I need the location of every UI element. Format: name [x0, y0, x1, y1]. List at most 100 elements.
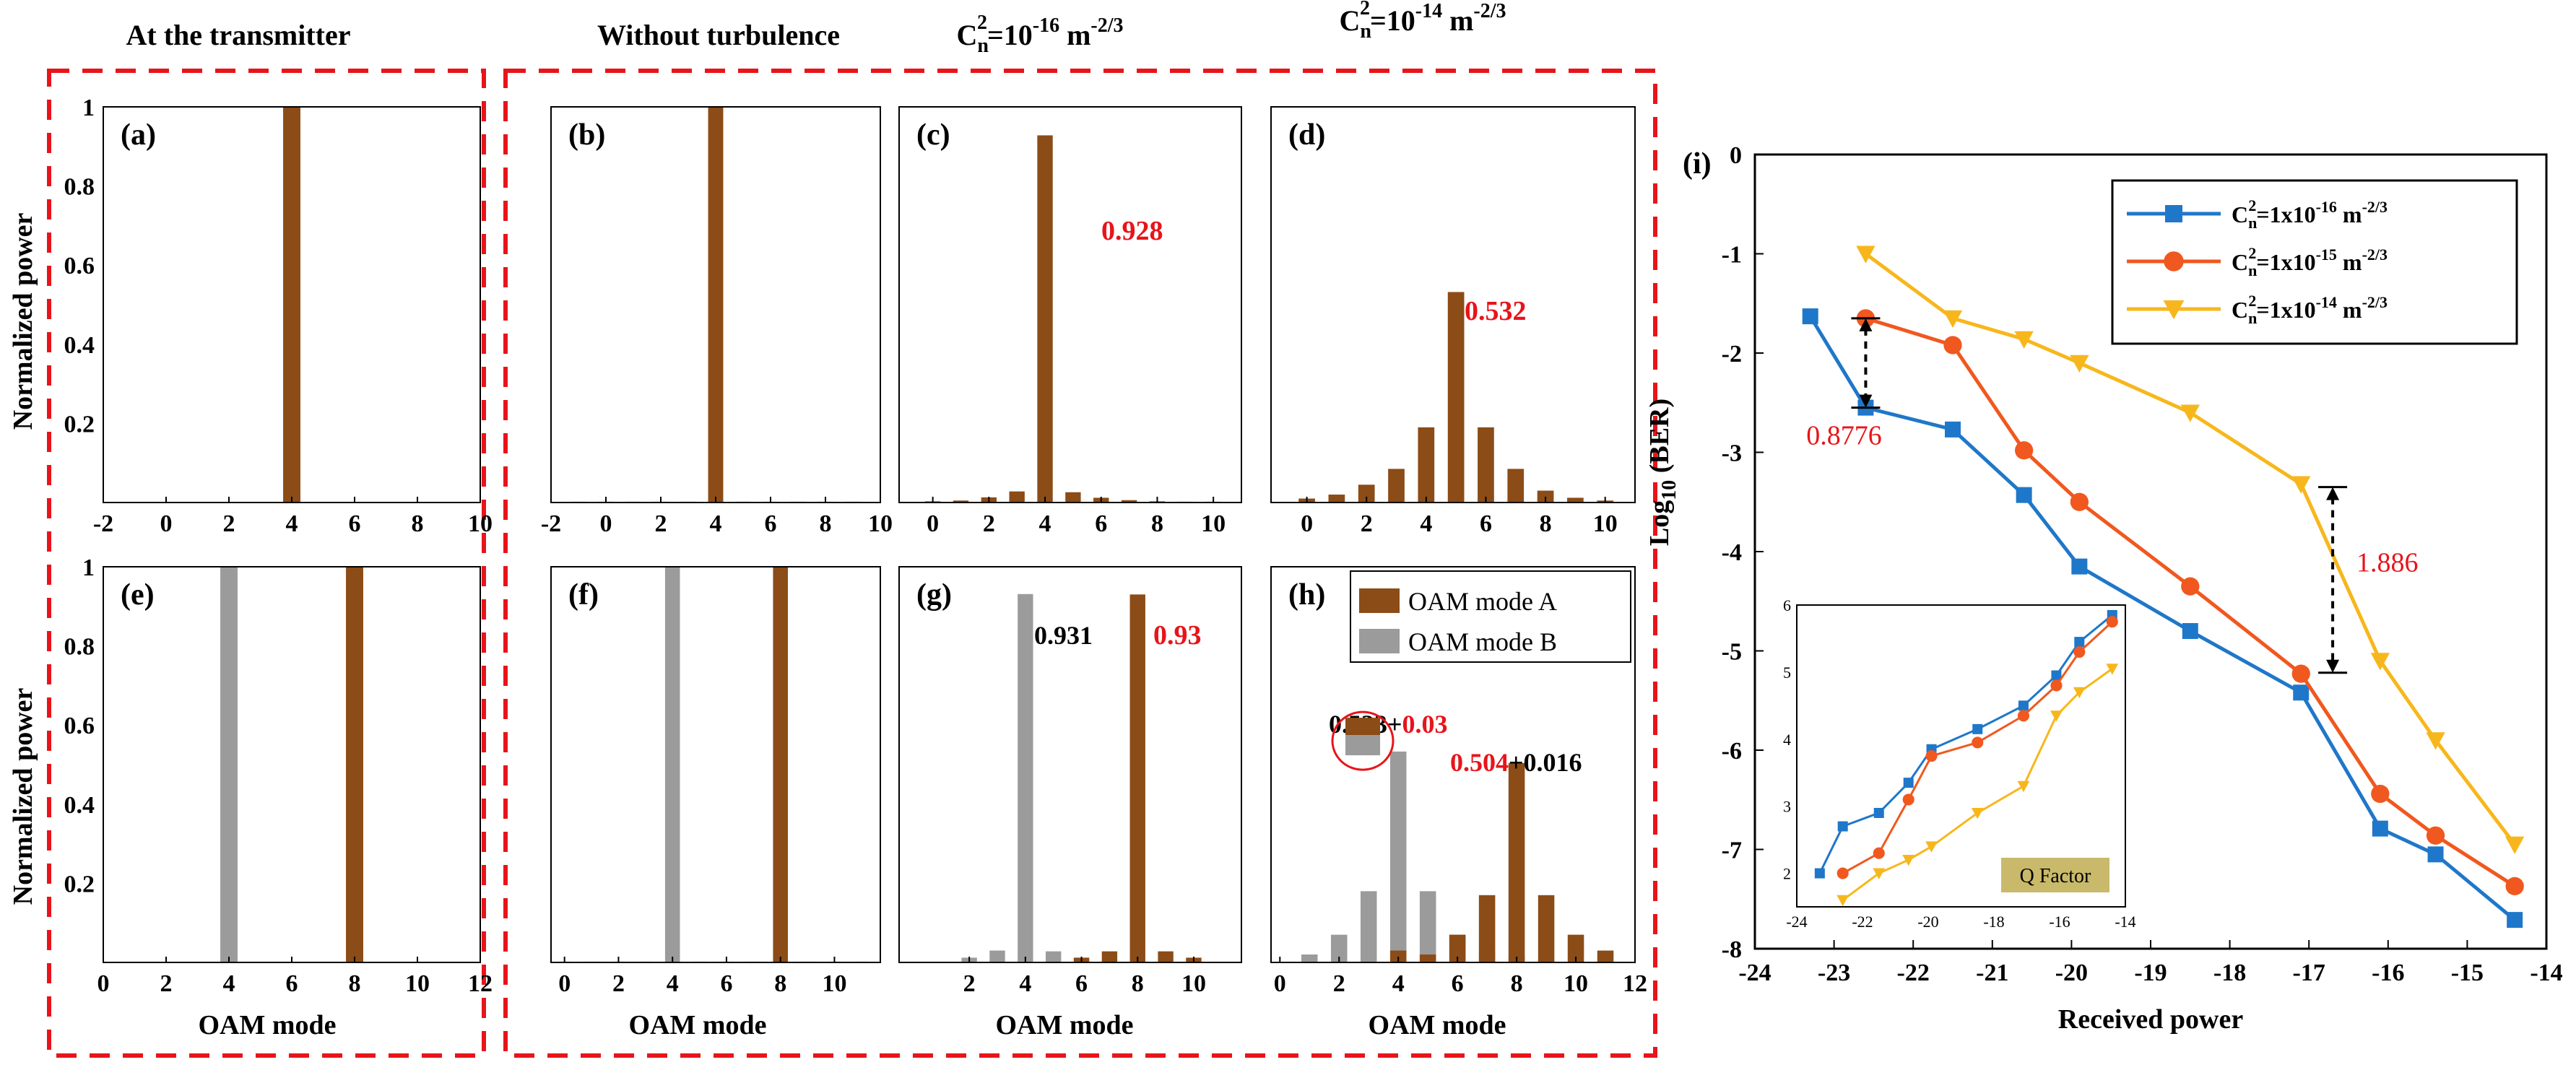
- xtick-h-5: 10: [1564, 970, 1588, 997]
- header-cn-14-exp: -14: [1415, 0, 1442, 22]
- header-cn-14-unit-exp: -2/3: [1473, 0, 1506, 22]
- xtick-a-3: 4: [286, 510, 298, 537]
- xtick-a-2: 2: [223, 510, 235, 537]
- xtick-c-5: 10: [1201, 510, 1226, 537]
- legend-label-i-1-n: n: [2248, 261, 2257, 279]
- bar-b-a-4: [708, 107, 724, 503]
- panel-a: -2 0 2 4 6 8 10 0.2 0.4 0.6 0.8 1 (a): [64, 95, 493, 537]
- inset-point-2-2: [1902, 854, 1915, 866]
- ytick-e-2: 0.6: [64, 713, 95, 739]
- ytick-i-1: -1: [1722, 242, 1742, 269]
- bar-d-a-7: [1507, 469, 1525, 503]
- diff-arrow-2-head-bottom: [2326, 659, 2340, 673]
- transmitter-group-box: [47, 69, 486, 1058]
- xtick-g-1: 4: [1019, 970, 1031, 997]
- inset-point-0-1: [1837, 821, 1848, 832]
- xtick-h-6: 12: [1623, 970, 1647, 997]
- legend-marker-i-2: [2163, 300, 2185, 320]
- inset-ytick-2: 4: [1783, 731, 1791, 749]
- legend-label-i-2-2: 2: [2248, 292, 2256, 310]
- inset-line-0: [1818, 614, 2113, 874]
- point-i-1-5: [2291, 664, 2310, 683]
- annotation-g-0: 0.931: [1034, 621, 1093, 650]
- ytick-i-0: 0: [1730, 142, 1742, 169]
- legend-label-i-0-n: n: [2248, 214, 2257, 232]
- inset-point-1-5: [2017, 710, 2029, 722]
- legend-label-i-2-pre: =1x10: [2256, 297, 2315, 323]
- xtick-e-6: 12: [468, 970, 493, 997]
- xtick-f-3: 6: [720, 970, 732, 997]
- xtick-e-0: 0: [97, 970, 110, 997]
- bar-g-a-9: [1158, 951, 1174, 962]
- bar-f-a-8: [773, 567, 788, 962]
- bar-g-b-3: [989, 950, 1005, 962]
- diff-arrow-1-head-bottom: [1859, 394, 1873, 408]
- inset-point-2-8: [2106, 664, 2119, 675]
- xtick-a-6: 10: [468, 510, 493, 537]
- inset-point-2-6: [2050, 710, 2063, 722]
- xtick-i-4: -20: [2055, 960, 2088, 986]
- point-i-1-2: [2014, 441, 2034, 460]
- annotation-i-0: 0.8776: [1806, 421, 1882, 451]
- legend-label-i-2: Cn2=1x10-14 m-2/3: [2232, 292, 2388, 327]
- header-cn-14-eq: =10: [1370, 4, 1415, 37]
- xtick-i-10: -14: [2530, 960, 2562, 986]
- xtick-d-1: 2: [1361, 510, 1373, 537]
- legend-label-i-0-unit: m: [2337, 201, 2362, 227]
- xlabel-f: OAM mode: [628, 1010, 766, 1040]
- axes-frame-d: [1270, 106, 1636, 503]
- legend-label-i-1-2: 2: [2248, 244, 2256, 262]
- inset-point-1-6: [2050, 679, 2063, 692]
- bar-c-a-7: [1121, 500, 1137, 503]
- xtick-b-0: -2: [541, 510, 561, 537]
- header-cn-14-sub: n: [1360, 20, 1371, 43]
- ytick-a-4: 1: [82, 95, 95, 121]
- annotation-part-h-0-1: 0.03: [1402, 710, 1448, 739]
- header-cn-14-sup2: 2: [1360, 0, 1370, 19]
- inset-point-0-6: [2018, 700, 2029, 711]
- annotation-c-0: 0.928: [1101, 216, 1163, 246]
- inset-point-1-2: [1902, 793, 1914, 806]
- bar-d-a-6: [1478, 427, 1494, 503]
- inset-point-1-7: [2073, 645, 2086, 658]
- inset-point-0-2: [1873, 807, 1884, 818]
- xtick-i-0: -24: [1738, 960, 1771, 986]
- xtick-h-3: 6: [1452, 970, 1464, 997]
- bar-d-a-4: [1418, 427, 1435, 503]
- ytick-a-3: 0.8: [64, 174, 95, 201]
- inset-ytick-3: 5: [1783, 664, 1791, 682]
- bar-h-b-4: [1389, 751, 1407, 962]
- ylabel-i: Log10 (BER): [1644, 399, 1681, 546]
- xtick-b-3: 4: [710, 510, 722, 537]
- xtick-i-6: -18: [2213, 960, 2246, 986]
- xtick-d-4: 8: [1540, 510, 1552, 537]
- inset-point-2-1: [1873, 868, 1886, 879]
- header-transmitter: At the transmitter: [126, 19, 351, 51]
- panel-tag-f: (f): [568, 578, 599, 612]
- receiver-group-box: [503, 69, 1657, 1058]
- header-cn-14: Cn2=10-14 m-2/3: [1339, 0, 1506, 43]
- ytick-i-8: -8: [1722, 936, 1742, 963]
- legend-swatch-1: [1359, 629, 1400, 653]
- point-i-2-4: [2180, 404, 2200, 422]
- inset-label-box: [2001, 858, 2109, 892]
- panel-b: -2 0 2 4 6 8 10 (b): [541, 106, 893, 537]
- panel-tag-g: (g): [916, 578, 952, 612]
- xtick-e-1: 2: [160, 970, 173, 997]
- header-cn-16-eq: =10: [987, 19, 1033, 51]
- panel-e: 0 2 4 6 8 10 12 0.2 0.4 0.6 0.8 1 (e): [64, 554, 493, 997]
- inset-point-1-4: [1972, 736, 1984, 749]
- xtick-c-4: 8: [1151, 510, 1163, 537]
- xtick-f-4: 8: [774, 970, 786, 997]
- xtick-b-4: 6: [765, 510, 777, 537]
- xtick-g-0: 2: [963, 970, 976, 997]
- axes-frame-f: [550, 566, 881, 963]
- point-i-0-9: [2507, 912, 2523, 928]
- header-cn-16-base: C: [956, 19, 977, 51]
- point-i-1-8: [2505, 877, 2524, 896]
- ytick-i-3: -3: [1722, 440, 1742, 467]
- xtick-b-5: 8: [820, 510, 832, 537]
- xtick-d-0: 0: [1301, 510, 1313, 537]
- ytick-e-1: 0.4: [64, 792, 95, 819]
